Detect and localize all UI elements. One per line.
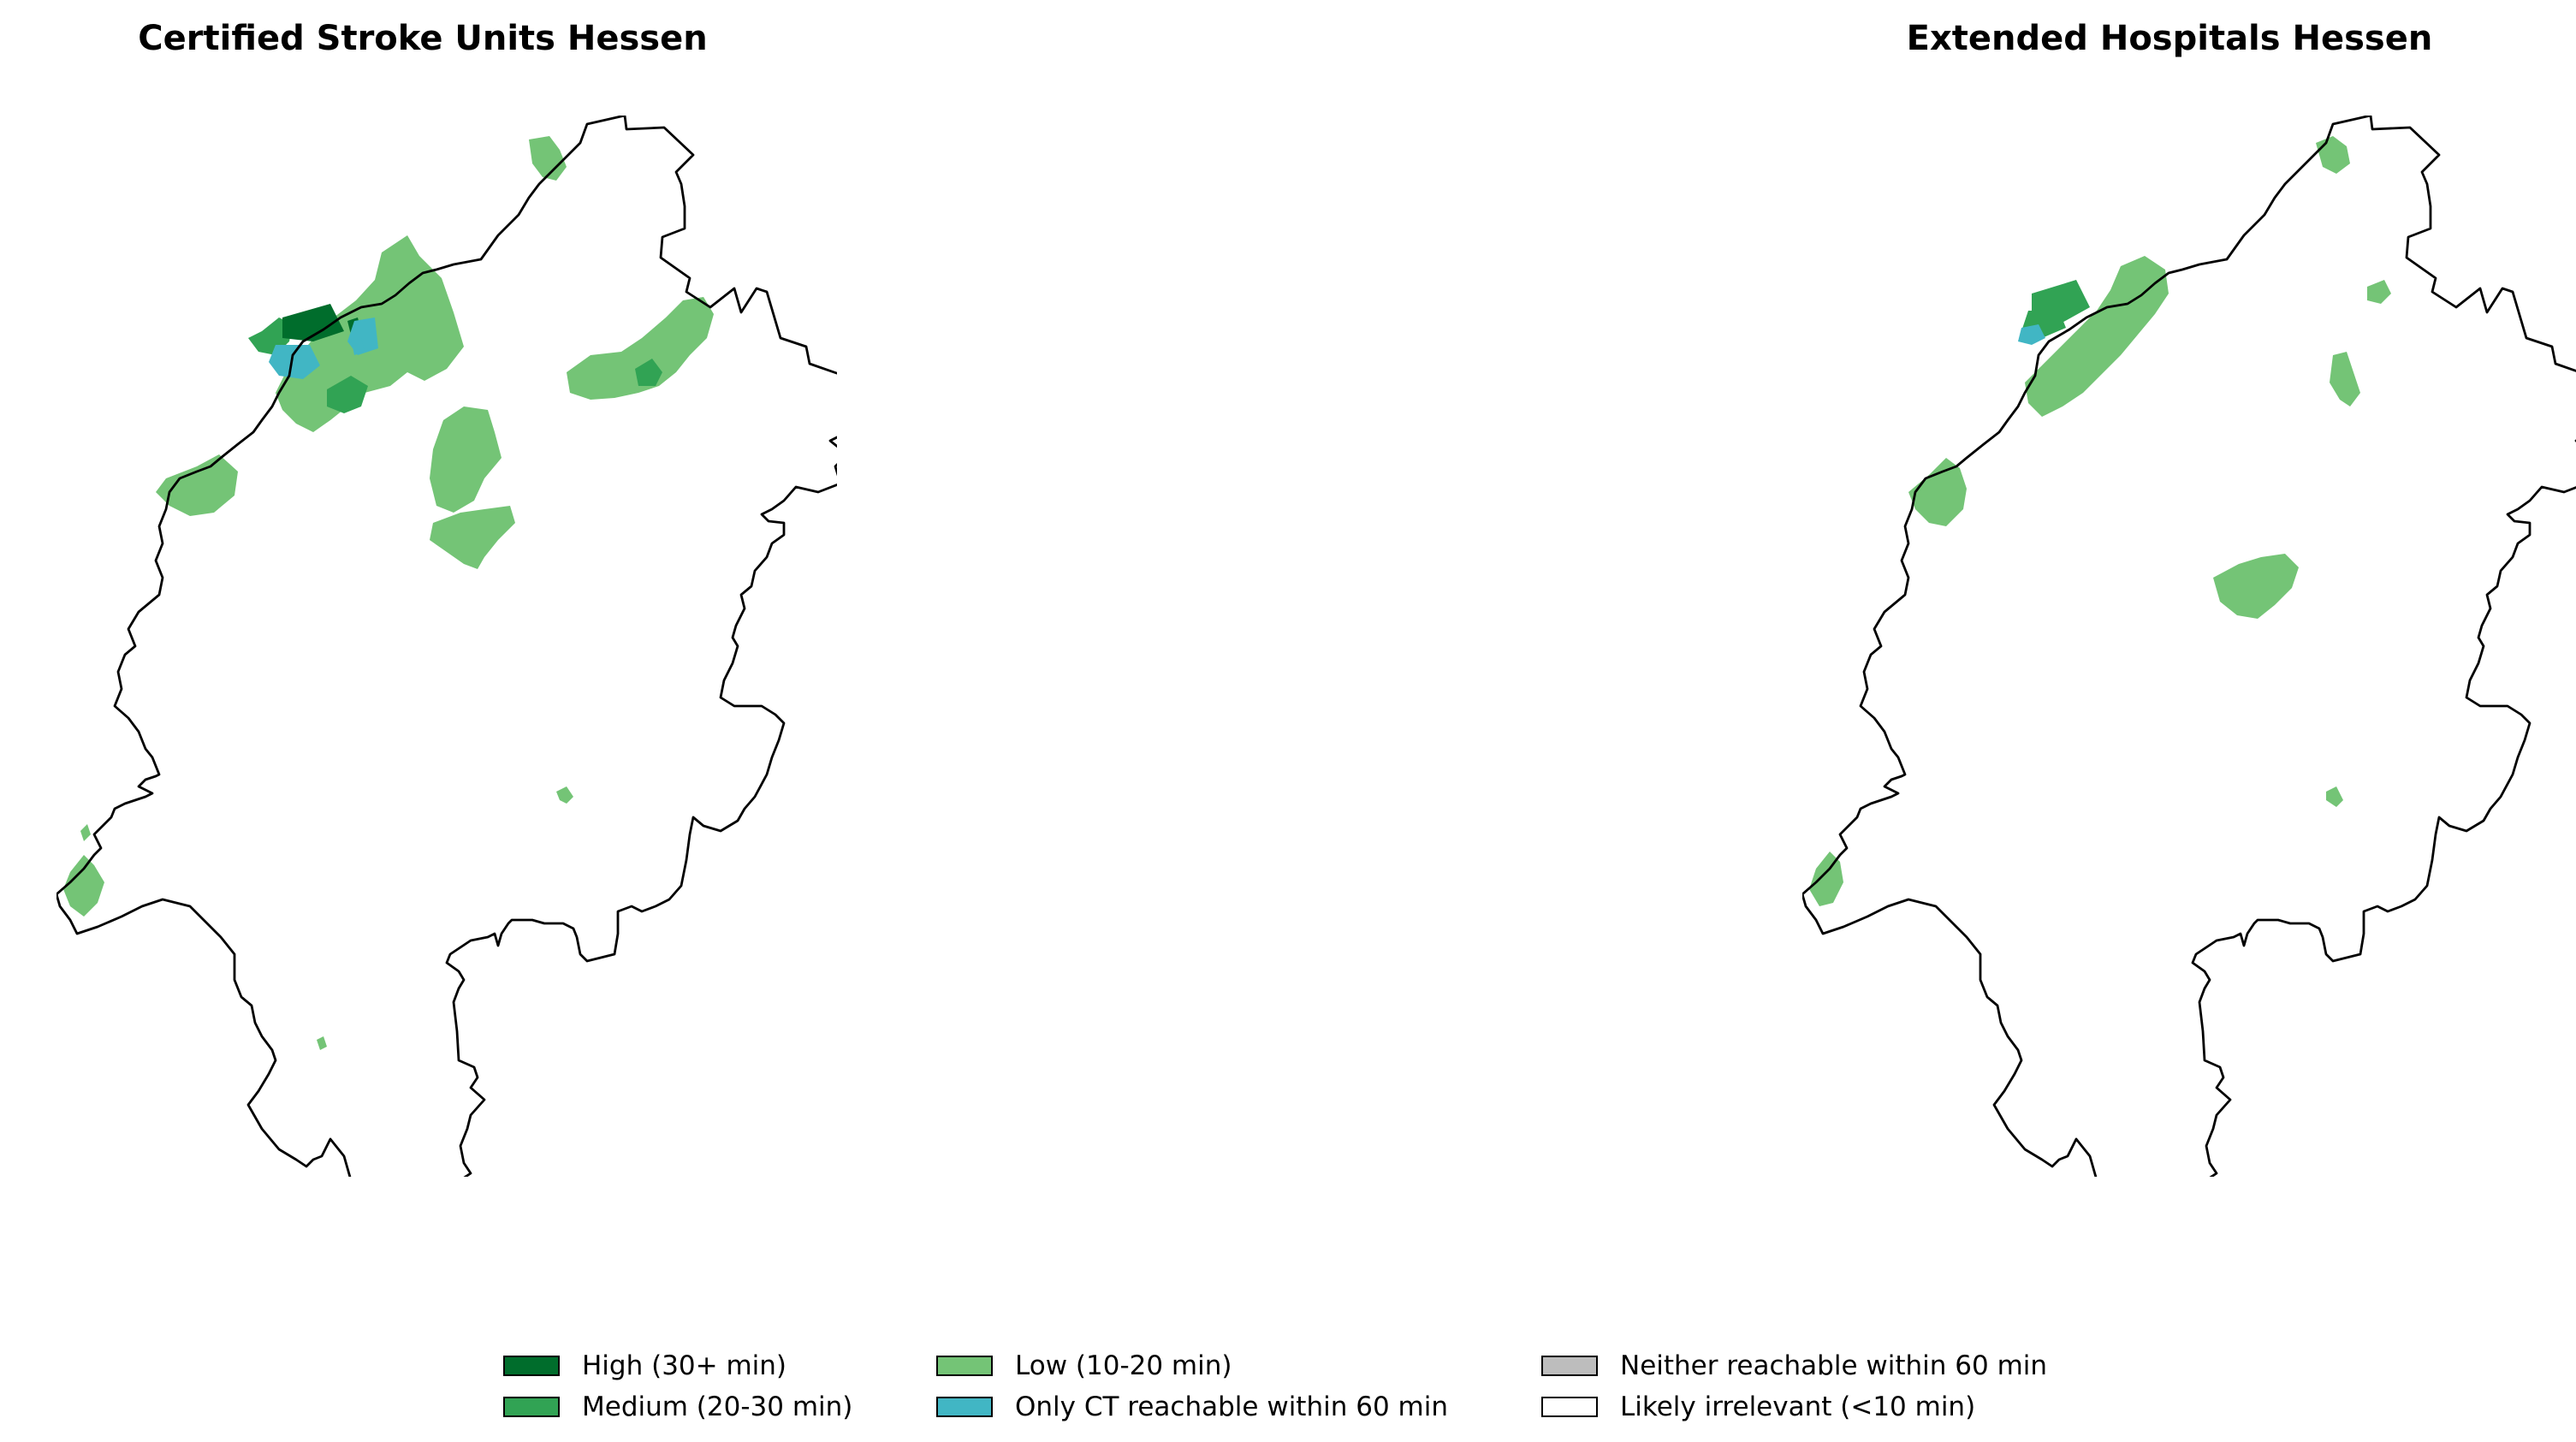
- legend-label-high: High (30+ min): [582, 1350, 787, 1381]
- legend-item-low: Low (10-20 min): [936, 1347, 1232, 1385]
- patch-low: [63, 855, 104, 917]
- region-fill: [1802, 116, 2576, 1177]
- patch-low: [317, 1036, 327, 1050]
- region-border: [1802, 116, 2576, 1177]
- patch-low: [430, 406, 502, 513]
- legend-label-ct-only: Only CT reachable within 60 min: [1015, 1392, 1448, 1422]
- patch-high: [282, 304, 344, 341]
- legend-label-low: Low (10-20 min): [1015, 1350, 1232, 1381]
- patch-ct-only: [351, 338, 365, 355]
- legend-item-high: High (30+ min): [503, 1347, 786, 1385]
- map-title-extended: Extended Hospitals Hessen: [1906, 19, 2433, 58]
- map-extended-hospitals: [1802, 116, 2576, 1177]
- patch-low: [529, 136, 567, 181]
- legend-swatch-high: [503, 1356, 560, 1376]
- legend-item-neither: Neither reachable within 60 min: [1541, 1347, 2047, 1385]
- legend-item-medium: Medium (20-30 min): [503, 1388, 852, 1426]
- patch-low: [567, 297, 714, 400]
- patch-low: [80, 824, 91, 841]
- legend-label-irrelevant: Likely irrelevant (<10 min): [1620, 1392, 1976, 1422]
- patch-low: [2213, 554, 2299, 619]
- legend-swatch-neither: [1541, 1356, 1598, 1376]
- legend-swatch-ct-only: [936, 1397, 993, 1417]
- patch-low: [2367, 280, 2391, 304]
- patch-ct-only: [2018, 324, 2045, 345]
- legend-label-neither: Neither reachable within 60 min: [1620, 1350, 2048, 1381]
- patch-low: [1809, 852, 1843, 906]
- legend-swatch-medium: [503, 1397, 560, 1417]
- legend-item-irrelevant: Likely irrelevant (<10 min): [1541, 1388, 1975, 1426]
- region-fill: [56, 116, 837, 1177]
- accessibility-patches: [63, 136, 714, 1050]
- patch-low: [556, 786, 573, 804]
- region-border: [56, 116, 837, 1177]
- patch-low: [1908, 458, 1967, 526]
- accessibility-patches: [1809, 136, 2391, 906]
- patch-medium: [327, 376, 368, 413]
- legend: High (30+ min) Medium (20-30 min) Low (1…: [503, 1347, 2095, 1424]
- patch-ct-only: [269, 345, 320, 379]
- legend-swatch-low: [936, 1356, 993, 1376]
- patch-low: [2025, 256, 2169, 417]
- legend-item-ct-only: Only CT reachable within 60 min: [936, 1388, 1448, 1426]
- legend-swatch-irrelevant: [1541, 1397, 1598, 1417]
- patch-low: [2326, 786, 2343, 807]
- patch-low: [2330, 352, 2360, 406]
- patch-low: [430, 506, 515, 569]
- patch-medium: [635, 359, 662, 386]
- legend-label-medium: Medium (20-30 min): [582, 1392, 853, 1422]
- map-title-certified: Certified Stroke Units Hessen: [138, 19, 708, 58]
- patch-low: [156, 454, 238, 516]
- map-certified-stroke-units: [56, 116, 837, 1177]
